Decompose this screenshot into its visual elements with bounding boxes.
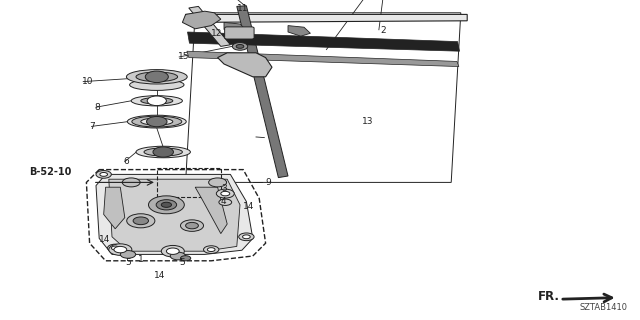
Circle shape — [204, 246, 219, 253]
Circle shape — [180, 220, 204, 231]
Circle shape — [100, 172, 108, 176]
Circle shape — [114, 246, 127, 253]
Text: 14: 14 — [99, 235, 111, 244]
Ellipse shape — [136, 72, 178, 82]
Text: 5: 5 — [179, 258, 185, 267]
Text: 5: 5 — [125, 258, 131, 267]
Text: B-52-10: B-52-10 — [29, 167, 71, 177]
Text: FR.: FR. — [538, 290, 559, 303]
Circle shape — [156, 200, 177, 210]
Circle shape — [161, 202, 172, 207]
Circle shape — [209, 178, 227, 187]
Circle shape — [166, 248, 179, 254]
Circle shape — [148, 196, 184, 214]
Ellipse shape — [127, 70, 188, 84]
Circle shape — [127, 214, 155, 228]
Polygon shape — [237, 6, 288, 178]
Circle shape — [145, 71, 168, 83]
Text: 7: 7 — [90, 122, 95, 131]
Polygon shape — [288, 26, 310, 36]
Circle shape — [161, 245, 184, 257]
Text: 15: 15 — [178, 52, 189, 61]
Circle shape — [186, 222, 198, 229]
Text: 6: 6 — [123, 157, 129, 166]
Polygon shape — [182, 11, 221, 29]
Text: 11: 11 — [237, 4, 248, 13]
Text: 2: 2 — [381, 26, 387, 35]
Ellipse shape — [132, 116, 182, 127]
Circle shape — [221, 191, 230, 196]
Circle shape — [120, 251, 136, 258]
Polygon shape — [186, 14, 467, 22]
Circle shape — [239, 233, 254, 241]
Circle shape — [111, 246, 119, 250]
Polygon shape — [218, 53, 272, 77]
Text: SZTAB1410: SZTAB1410 — [579, 303, 627, 312]
Text: 4: 4 — [221, 197, 227, 206]
Polygon shape — [187, 51, 459, 67]
Circle shape — [147, 116, 167, 127]
Circle shape — [219, 199, 232, 205]
Polygon shape — [195, 187, 227, 234]
Text: 9: 9 — [266, 178, 271, 187]
Ellipse shape — [144, 148, 182, 156]
Circle shape — [153, 147, 173, 157]
Polygon shape — [188, 32, 460, 51]
Circle shape — [122, 178, 140, 187]
Circle shape — [133, 217, 148, 225]
Polygon shape — [224, 22, 246, 34]
Text: 8: 8 — [94, 103, 100, 112]
Circle shape — [147, 96, 166, 106]
Circle shape — [108, 244, 123, 252]
Circle shape — [170, 252, 186, 260]
Circle shape — [243, 235, 250, 239]
Text: 12: 12 — [211, 29, 223, 38]
Circle shape — [109, 244, 132, 255]
Text: 14: 14 — [243, 202, 255, 211]
Ellipse shape — [141, 98, 173, 104]
Ellipse shape — [131, 96, 182, 106]
Ellipse shape — [141, 118, 173, 125]
Ellipse shape — [136, 146, 191, 158]
Text: 3: 3 — [221, 184, 227, 193]
Polygon shape — [104, 187, 125, 229]
Ellipse shape — [127, 115, 186, 128]
Circle shape — [96, 171, 111, 178]
Text: 1: 1 — [138, 255, 143, 264]
Polygon shape — [189, 6, 230, 46]
FancyBboxPatch shape — [225, 27, 254, 39]
Text: 13: 13 — [362, 117, 373, 126]
Polygon shape — [96, 174, 253, 254]
Text: 10: 10 — [82, 77, 93, 86]
Text: 14: 14 — [154, 271, 165, 280]
Circle shape — [180, 256, 191, 261]
Circle shape — [232, 43, 248, 50]
Polygon shape — [109, 179, 240, 251]
Circle shape — [236, 44, 244, 48]
Ellipse shape — [130, 79, 184, 91]
Circle shape — [216, 189, 234, 198]
Circle shape — [207, 248, 215, 252]
